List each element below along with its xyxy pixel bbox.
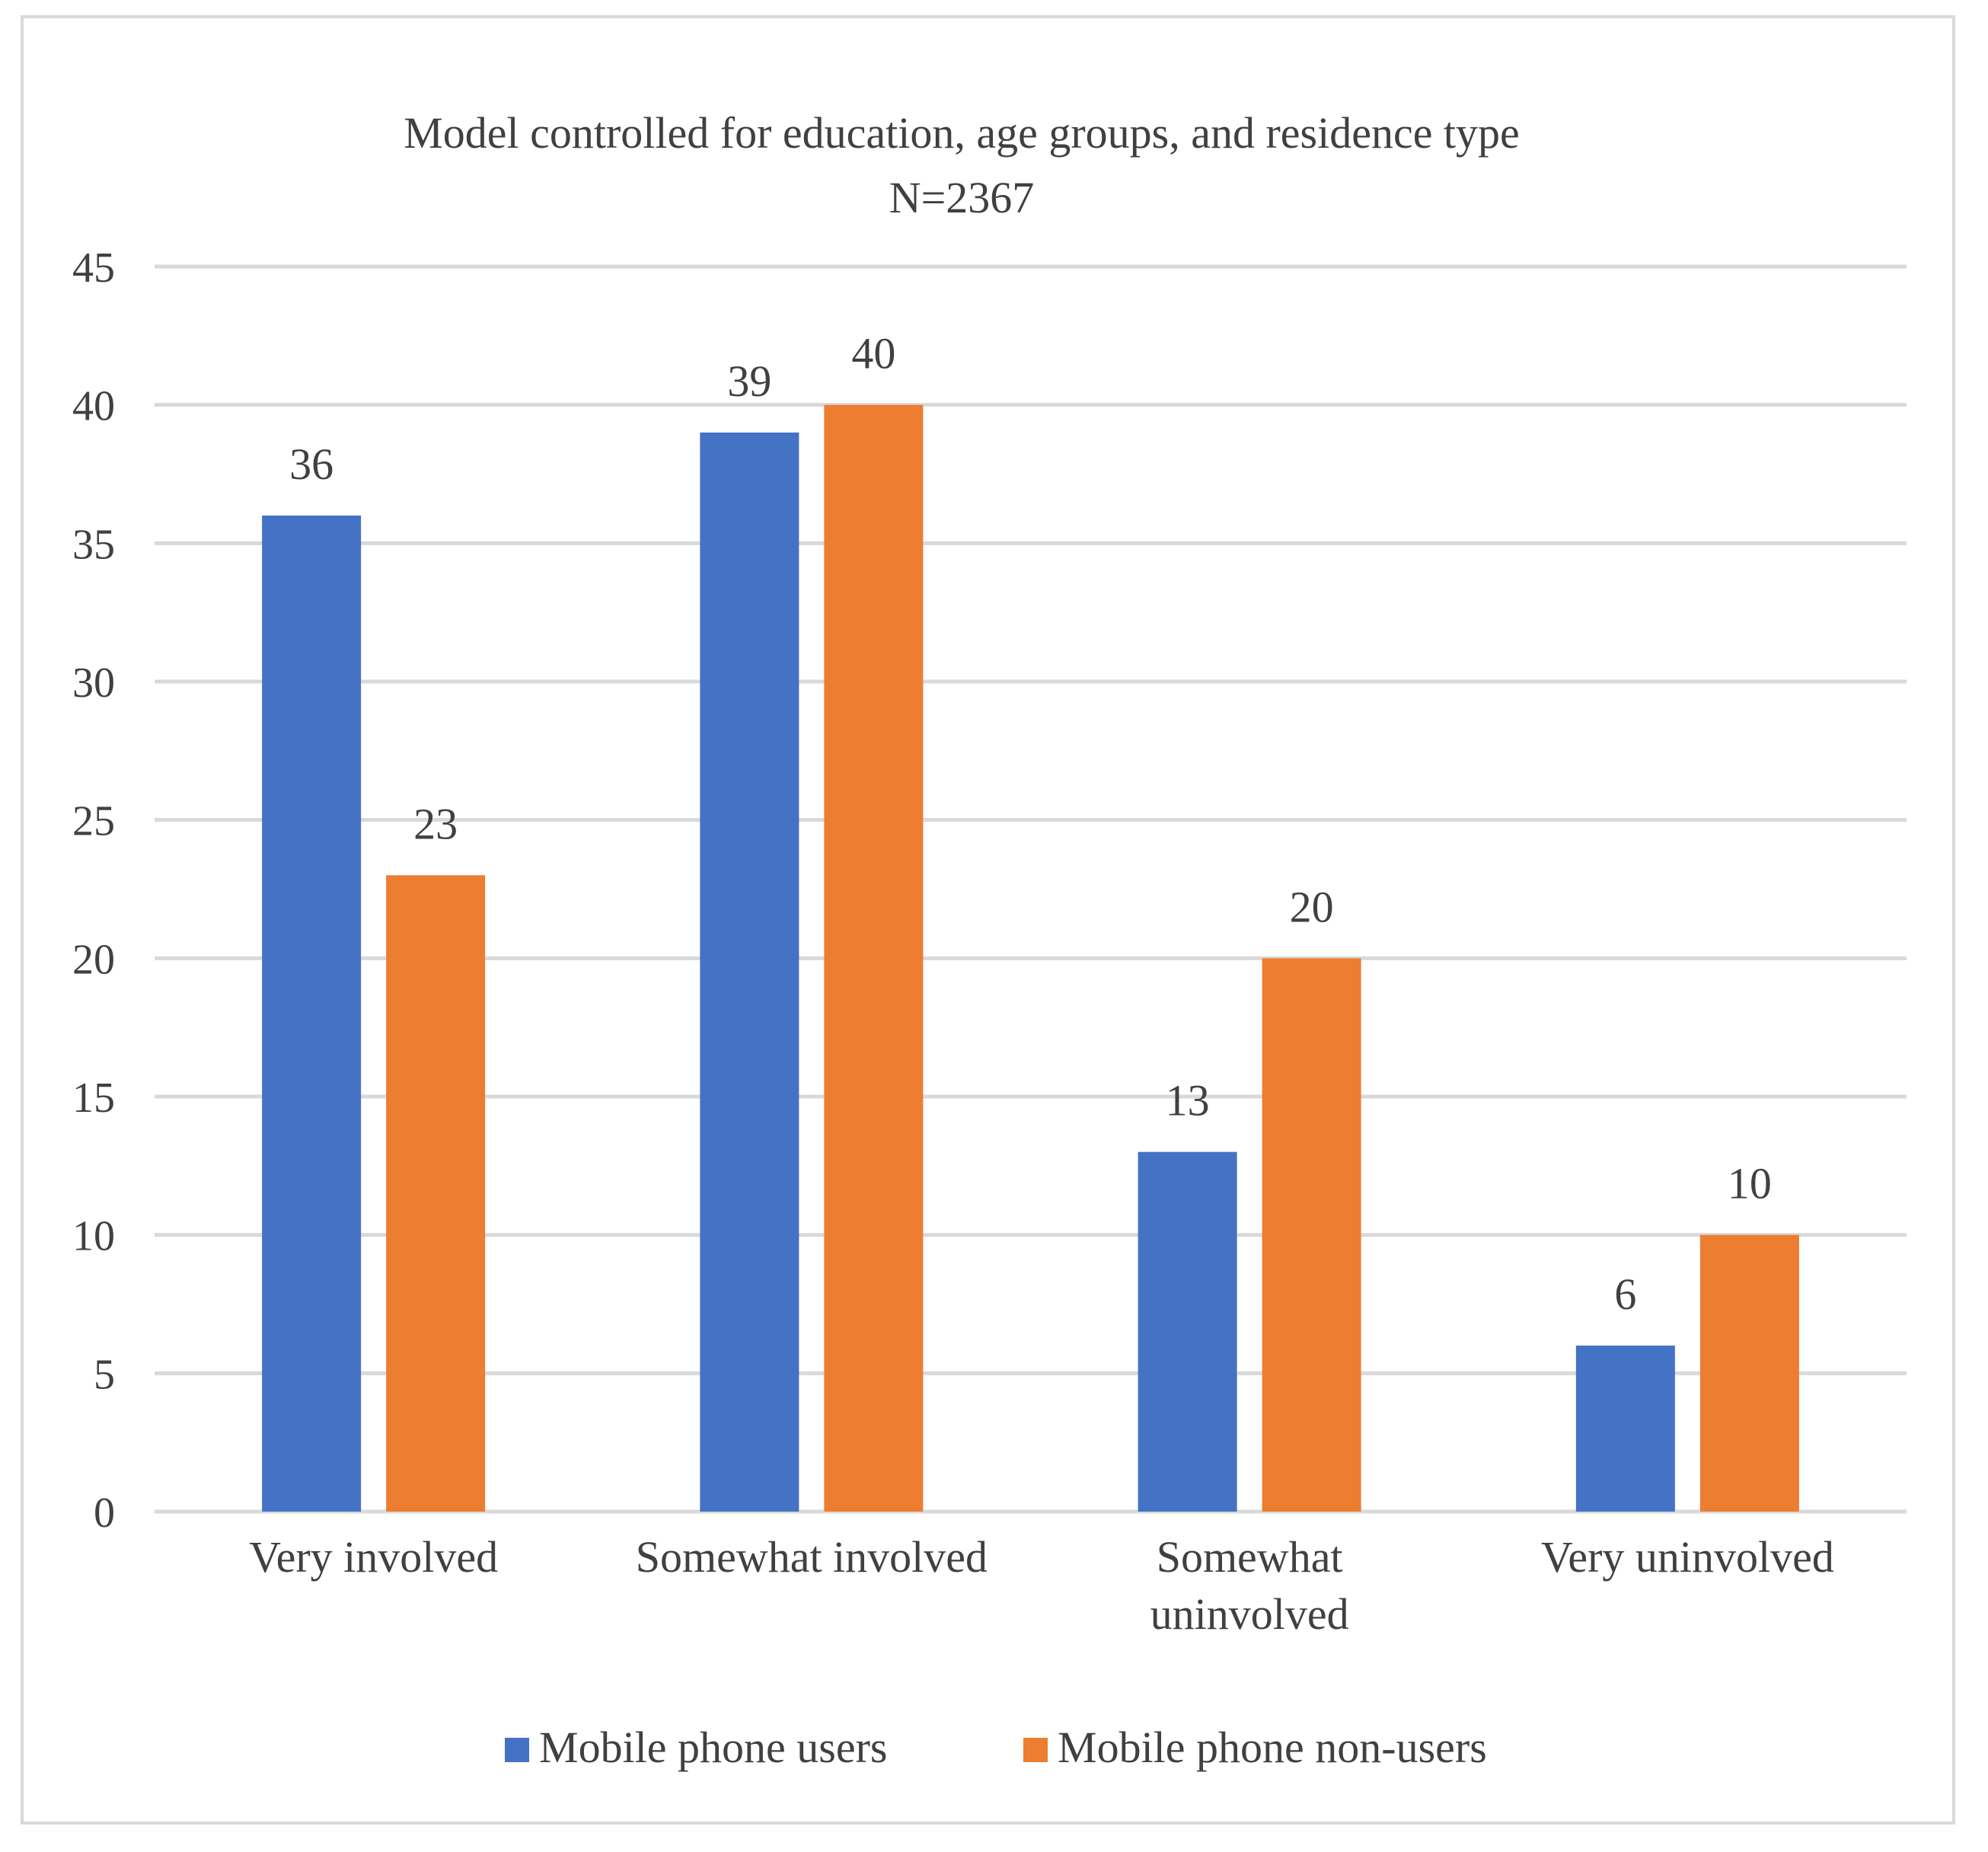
y-tick-label: 0 (94, 1490, 115, 1537)
x-tick-label: Somewhat involved (636, 1532, 988, 1582)
x-tick-label: Very involved (249, 1532, 498, 1582)
data-label: 36 (289, 439, 333, 489)
y-tick-label: 35 (72, 521, 115, 568)
y-axis-ticks: 0 5 10 15 20 25 30 35 40 45 (72, 244, 115, 1537)
legend-item-users[interactable]: Mobile phone users (505, 1723, 888, 1772)
bar-users (1138, 1151, 1237, 1512)
x-tick-label: uninvolved (1150, 1589, 1349, 1639)
y-tick-label: 25 (72, 798, 115, 845)
legend-label: Mobile phone non-users (1058, 1723, 1487, 1772)
legend-label: Mobile phone users (539, 1723, 888, 1772)
legend-swatch (1023, 1738, 1048, 1762)
y-tick-label: 30 (72, 659, 115, 707)
chart-frame: Model controlled for education, age grou… (21, 15, 1955, 1825)
data-label: 23 (413, 799, 458, 848)
legend[interactable]: Mobile phone users Mobile phone non-users (505, 1723, 1487, 1772)
x-tick-label: Very uninvolved (1541, 1532, 1834, 1582)
chart-title: Model controlled for education, age grou… (404, 108, 1520, 158)
bar-non-users (1699, 1234, 1799, 1512)
y-tick-label: 10 (72, 1213, 115, 1260)
legend-swatch (505, 1738, 529, 1762)
data-label: 13 (1166, 1076, 1210, 1126)
y-tick-label: 45 (72, 244, 115, 292)
data-label: 6 (1614, 1269, 1636, 1319)
chart-subtitle: N=2367 (889, 173, 1035, 222)
x-axis-ticks: Very involved Somewhat involved Somewhat un… (249, 1532, 1834, 1639)
data-labels: 36 23 39 40 13 20 6 10 (289, 329, 1772, 1319)
bar-users (700, 433, 799, 1512)
bar-non-users (824, 404, 924, 1512)
bars (262, 404, 1799, 1512)
data-label: 10 (1728, 1159, 1772, 1209)
y-tick-label: 15 (72, 1074, 115, 1122)
bar-non-users (386, 875, 486, 1512)
data-label: 39 (727, 356, 771, 406)
legend-item-non-users[interactable]: Mobile phone non-users (1023, 1723, 1487, 1772)
bar-chart: Model controlled for education, age grou… (72, 108, 1907, 1772)
bar-users (1575, 1346, 1675, 1512)
y-tick-label: 5 (94, 1351, 115, 1398)
data-label: 40 (851, 329, 895, 378)
y-tick-label: 40 (72, 383, 115, 430)
bar-non-users (1262, 958, 1361, 1512)
data-label: 20 (1290, 882, 1334, 931)
y-tick-label: 20 (72, 936, 115, 983)
x-tick-label: Somewhat (1157, 1532, 1343, 1582)
bar-users (262, 516, 362, 1512)
